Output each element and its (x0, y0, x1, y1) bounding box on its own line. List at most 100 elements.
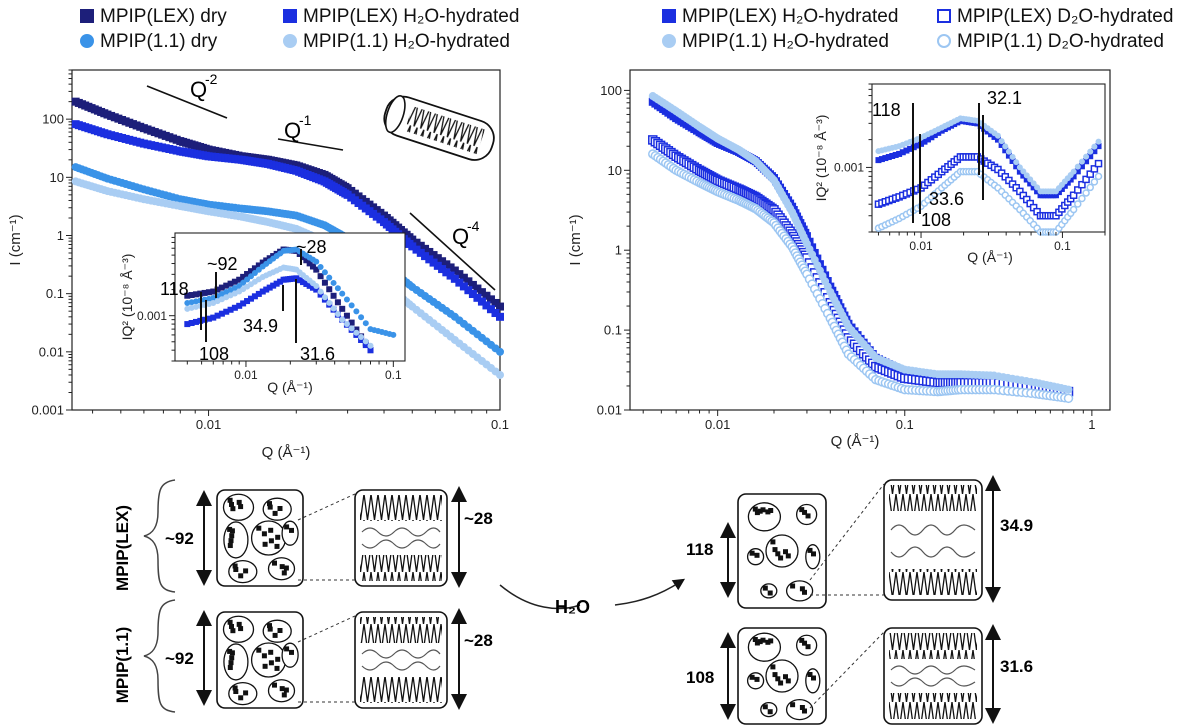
data-point (343, 312, 350, 319)
data-point (433, 261, 442, 270)
crystallite (767, 709, 773, 715)
data-point (903, 147, 910, 154)
legend-label: MPIP(LEX) H₂O-hydrated (303, 6, 520, 27)
crystallite (229, 528, 235, 534)
sample-label-lex: MPIP(LEX) (113, 505, 132, 591)
crystallite (272, 510, 278, 516)
data-point (998, 141, 1005, 148)
crystallite (230, 506, 236, 512)
x-tick-label: 0.01 (234, 368, 258, 382)
crystallite (752, 506, 758, 512)
crystallite (783, 674, 788, 680)
crystallite (799, 586, 805, 592)
data-point (438, 265, 447, 274)
data-point (321, 279, 328, 286)
data-point (446, 271, 455, 280)
data-point (321, 294, 328, 301)
data-point (1023, 176, 1030, 183)
data-point (1009, 153, 1016, 160)
data-point (236, 276, 243, 283)
data-point (984, 128, 991, 135)
slope-label-q-2-base: Q (190, 77, 207, 102)
data-point (348, 319, 355, 326)
brace-lex (143, 479, 176, 593)
data-point (266, 255, 273, 262)
crystallite (807, 672, 813, 677)
legend-item: MPIP(1.1) H₂O-hydrated (283, 31, 510, 53)
left-inset-label-316: 31.6 (300, 344, 335, 364)
data-point (433, 254, 442, 263)
data-point (339, 290, 346, 297)
data-point (240, 300, 247, 307)
slope-label-q-1-exp: -1 (299, 112, 312, 128)
data-point (988, 131, 995, 138)
data-point (255, 262, 262, 269)
crystallite (261, 653, 267, 659)
crystallite (762, 585, 768, 591)
data-point (192, 291, 199, 298)
data-point (300, 279, 307, 286)
y-tick-label: 100 (42, 112, 64, 127)
data-point (348, 302, 355, 309)
value-dry-11-agg: ~92 (165, 649, 194, 668)
data-point (214, 312, 221, 319)
aggregates-dry-11 (222, 615, 299, 706)
crystallite (754, 640, 760, 646)
crystallite (262, 541, 268, 547)
curved-arrow-left (499, 584, 581, 610)
legend-label: MPIP(LEX) dry (100, 6, 227, 27)
crystallite (229, 533, 235, 539)
crystallite (807, 547, 813, 553)
crystallite (279, 686, 285, 692)
value-hyd-lex-lam: 34.9 (1000, 516, 1033, 535)
y-tick-label: 0.1 (604, 323, 622, 338)
crystallite (778, 555, 784, 561)
data-point (390, 331, 397, 338)
crystallite (227, 648, 233, 654)
crystallite (765, 639, 771, 645)
data-point (1034, 184, 1041, 191)
data-point (1064, 179, 1071, 186)
data-point (491, 298, 500, 307)
data-point (306, 260, 313, 267)
x-axis-label: Q (Å⁻¹) (267, 379, 313, 395)
data-point (1020, 172, 1027, 179)
data-point (425, 255, 434, 264)
left-inset-label-349: 34.9 (243, 316, 278, 336)
data-point (306, 282, 313, 289)
crystallite (770, 539, 776, 545)
data-point (1083, 158, 1090, 165)
crystallite (284, 646, 290, 652)
legend-marker (662, 34, 676, 48)
crystallite (805, 513, 811, 519)
data-point (1091, 143, 1098, 150)
data-point (313, 266, 320, 273)
data-point (450, 266, 459, 275)
data-point (313, 286, 320, 293)
data-point (918, 140, 925, 147)
data-point (201, 316, 208, 323)
y-tick-label: 0.1 (46, 286, 64, 301)
data-point (1016, 168, 1023, 175)
data-point (1078, 163, 1085, 170)
crystallite (284, 524, 290, 530)
data-point (412, 245, 421, 254)
crystallite (770, 664, 776, 670)
right-inset-data (874, 115, 1103, 236)
y-tick-label: 0.001 (834, 161, 864, 175)
data-point (486, 295, 495, 304)
data-point (892, 151, 899, 158)
x-tick-label: 0.01 (909, 239, 933, 253)
data-point (1074, 168, 1081, 175)
data-point (416, 248, 425, 257)
data-point (1094, 159, 1103, 168)
x-axis-label: Q (Å⁻¹) (262, 444, 311, 461)
data-point (1082, 189, 1090, 197)
legend-item: MPIP(LEX) dry (80, 6, 227, 28)
crystallite (227, 526, 233, 532)
data-point (473, 284, 482, 293)
data-point (223, 282, 230, 289)
value-dry-lex-lam: ~28 (464, 509, 493, 528)
data-point (218, 310, 225, 317)
y-axis-label: IQ² (10⁻⁸ Å⁻³) (813, 115, 829, 202)
